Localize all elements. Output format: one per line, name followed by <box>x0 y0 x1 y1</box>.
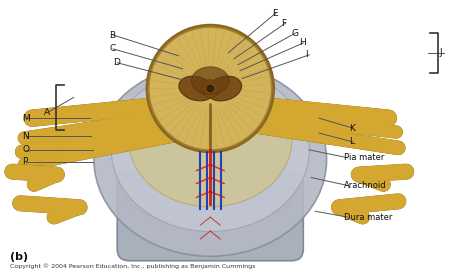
Text: D: D <box>113 58 120 67</box>
FancyBboxPatch shape <box>117 173 303 261</box>
Ellipse shape <box>207 76 242 101</box>
Text: L: L <box>349 138 354 146</box>
Circle shape <box>147 25 273 152</box>
Ellipse shape <box>128 73 292 207</box>
Ellipse shape <box>179 76 214 101</box>
Text: Dura mater: Dura mater <box>344 213 392 222</box>
Ellipse shape <box>201 79 219 97</box>
Ellipse shape <box>111 68 309 232</box>
Text: B: B <box>109 30 116 39</box>
Text: A: A <box>44 108 50 117</box>
Text: (b): (b) <box>10 252 28 262</box>
Text: O: O <box>22 145 29 154</box>
Text: J: J <box>440 48 443 57</box>
Text: N: N <box>22 132 29 141</box>
Text: Pia mater: Pia mater <box>344 153 384 162</box>
Circle shape <box>149 27 272 150</box>
Text: H: H <box>300 38 306 47</box>
Ellipse shape <box>94 63 327 256</box>
Text: C: C <box>109 44 116 53</box>
Text: M: M <box>22 114 30 123</box>
Text: Arachnoid: Arachnoid <box>344 181 386 190</box>
Text: E: E <box>272 9 277 18</box>
Text: Copyright © 2004 Pearson Education, Inc., publishing as Benjamin Cummings: Copyright © 2004 Pearson Education, Inc.… <box>10 264 255 270</box>
Ellipse shape <box>191 67 229 95</box>
Text: P: P <box>22 157 27 166</box>
Text: I: I <box>305 50 308 59</box>
Text: F: F <box>282 19 287 28</box>
Text: K: K <box>349 124 355 133</box>
Text: G: G <box>292 28 299 38</box>
Circle shape <box>207 85 213 92</box>
Ellipse shape <box>126 165 294 224</box>
